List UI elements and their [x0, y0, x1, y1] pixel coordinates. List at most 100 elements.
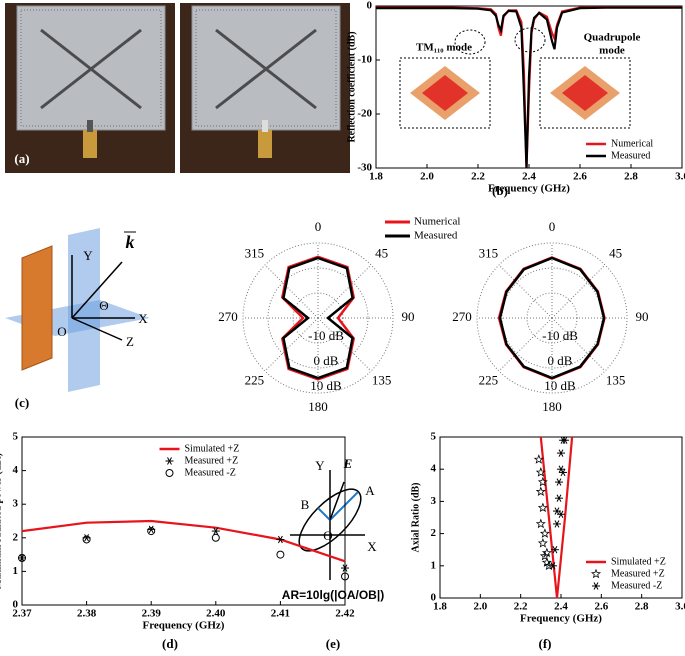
data-point	[165, 457, 174, 465]
data-point	[554, 478, 563, 486]
y-axis-label: Maximum radiated power (dBi)	[0, 453, 3, 589]
diagram-label: E	[343, 456, 353, 471]
y-tick-label: 1	[431, 559, 437, 571]
inset-field	[562, 75, 608, 111]
diagram-label: A	[365, 483, 375, 498]
angle-grid	[551, 317, 606, 372]
marker-star	[535, 518, 546, 529]
panel-label: (b)	[492, 183, 508, 198]
data-point	[276, 550, 285, 559]
pattern-curve	[498, 256, 606, 380]
marker-stroke	[554, 507, 560, 515]
dip-marker	[454, 29, 486, 55]
marker-circle	[211, 533, 220, 542]
angle-tick-label: 45	[375, 245, 388, 260]
angle-tick-label: 315	[479, 245, 499, 260]
data-point	[18, 554, 26, 562]
marker-star	[535, 467, 546, 477]
marker-circle	[341, 572, 349, 581]
data-point	[552, 520, 561, 528]
marker-star	[539, 550, 550, 561]
slot	[215, 28, 317, 110]
axis-name: Y	[83, 248, 93, 263]
x-tick-label: 2.41	[271, 608, 290, 620]
radial-grid	[501, 267, 603, 369]
data-point	[548, 562, 557, 570]
diagram-label: O	[323, 528, 332, 543]
legend-label: Numerical	[414, 216, 460, 228]
marker-star	[541, 547, 552, 558]
axis-name: k	[126, 232, 135, 252]
x-tick-label: 3.0	[675, 171, 685, 183]
marker-circle	[147, 527, 156, 536]
x-axis-label: Frequency (GHz)	[488, 183, 570, 195]
z-axis-arrow	[71, 317, 123, 341]
y-tick-label: 0	[431, 592, 437, 604]
legend-label: Measured -Z	[185, 467, 236, 478]
connector-pin	[87, 120, 93, 132]
data-point	[533, 454, 544, 464]
legend-label: Measured	[414, 230, 458, 242]
y-tick-label: -30	[357, 162, 372, 174]
data-line	[21, 519, 346, 563]
data-point	[541, 557, 552, 567]
radial-grid	[242, 242, 394, 394]
x-tick-label: 2.39	[142, 608, 162, 620]
legend-label: Simulated +Z	[185, 443, 240, 454]
inset-field	[422, 75, 468, 111]
x-tick-label: 2.2	[471, 171, 485, 183]
angle-tick-label: 270	[452, 309, 472, 324]
axis-name: O	[57, 324, 66, 339]
y-tick-label: 2	[13, 531, 19, 543]
y-tick-label: -20	[357, 108, 372, 120]
x-tick-label: 2.42	[335, 608, 355, 620]
x-tick-label: 2.40	[206, 608, 226, 620]
legend-label: Measured	[611, 150, 650, 161]
x-tick-label: 2.2	[514, 601, 528, 613]
polarization-ellipse	[298, 488, 362, 552]
panel-label: (f)	[539, 636, 552, 651]
connector	[83, 130, 97, 158]
panel-label: (d)	[162, 636, 178, 651]
marker-stroke	[19, 554, 25, 562]
plate-border	[195, 9, 337, 127]
panel-label: (e)	[326, 636, 340, 651]
data-point	[211, 533, 220, 542]
y-tick-label: -10	[357, 54, 372, 66]
marker-star	[590, 568, 602, 579]
angle-grid	[317, 264, 372, 319]
angle-tick-label: 270	[218, 309, 238, 324]
y-tick-label: 5	[431, 431, 437, 443]
x-tick-label: 2.6	[594, 601, 608, 613]
diagram-label: X	[367, 539, 377, 554]
marker-stroke	[342, 564, 348, 572]
angle-grid	[498, 317, 553, 372]
marker-stroke	[213, 527, 219, 535]
x-axis-label: Frequency (GHz)	[143, 620, 225, 632]
data-point	[557, 449, 565, 457]
radial-tick-label: -10 dB	[542, 328, 578, 343]
marker-star	[537, 502, 548, 513]
data-point	[535, 486, 546, 497]
x-axis-label: Frequency (GHz)	[520, 613, 602, 625]
marker-stroke	[148, 525, 154, 534]
annotation: mode	[599, 45, 625, 57]
axis-name: X	[138, 311, 148, 326]
angle-grid	[317, 317, 372, 372]
legend-label: Measured +Z	[185, 455, 239, 466]
marker-stroke	[84, 534, 90, 542]
antenna-board	[21, 245, 53, 371]
marker-stroke	[562, 436, 568, 444]
angle-grid	[498, 264, 553, 319]
data-line	[539, 436, 574, 599]
data-point	[211, 527, 220, 535]
major-axis-oa	[329, 491, 359, 521]
marker-star	[537, 476, 548, 487]
x-tick-label: 2.6	[573, 171, 587, 183]
diagram-label: Y	[315, 458, 325, 473]
angle-grid	[264, 264, 319, 319]
marker-stroke	[277, 535, 283, 544]
data-point	[550, 545, 559, 554]
e-vector	[329, 481, 345, 521]
radial-grid	[476, 242, 628, 394]
